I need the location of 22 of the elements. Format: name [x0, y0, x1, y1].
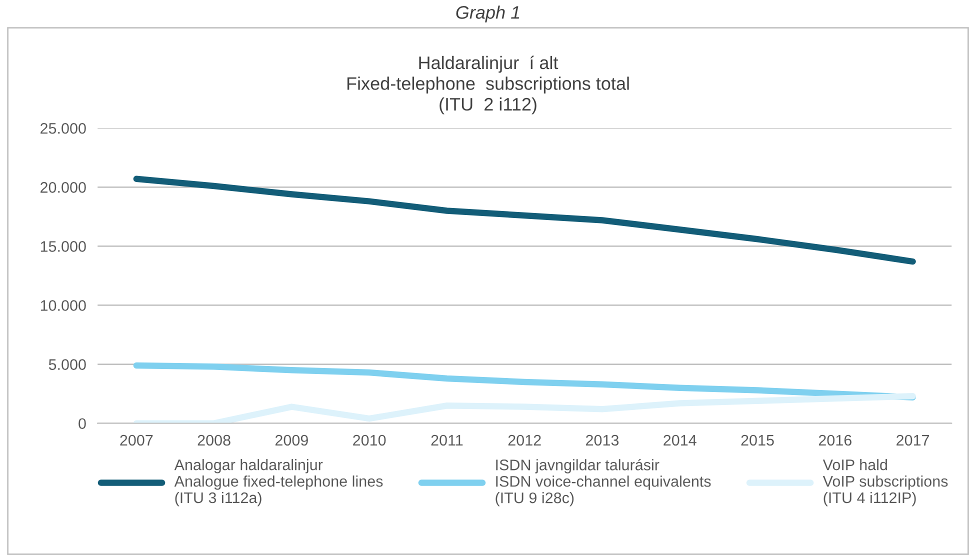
x-tick-label: 2008	[198, 434, 230, 446]
y-tick-label: 5.000	[48, 359, 86, 370]
x-tick-label: 2016	[818, 434, 852, 446]
x-tick-label: 2009	[275, 434, 308, 446]
chart-subtitle: Haldaralinjur í alt Fixed-telephone subscriptions total (ITU 2 i112)	[347, 56, 629, 114]
y-tick-label: 0	[78, 418, 86, 430]
y-tick-label: 15.000	[40, 241, 86, 252]
legend-label: ISDN javngildar talurásir ISDN voice-channel equivalents (ITU 9 i28c)	[496, 458, 711, 506]
legend-label: VoIP hald VoIP subscriptions (ITU 4 i112IP)	[822, 459, 948, 506]
x-tick-label: 2013	[586, 434, 619, 446]
legend-label: Analogar haldaralinjur Analogue fixed-telephone lines (ITU 3 i112a)	[174, 459, 383, 506]
x-tick-label: 2011	[431, 434, 463, 446]
y-tick-label: 10.000	[40, 300, 86, 311]
x-tick-label: 2007	[120, 434, 153, 446]
x-tick-label: 2017	[896, 434, 930, 446]
x-tick-label: 2015	[741, 434, 774, 446]
y-tick-label: 25.000	[40, 122, 86, 134]
x-tick-label: 2010	[353, 434, 386, 446]
chart-title: Graph 1	[456, 6, 520, 22]
y-tick-label: 20.000	[40, 182, 86, 193]
x-tick-label: 2012	[508, 434, 541, 446]
x-tick-label: 2014	[664, 434, 696, 446]
